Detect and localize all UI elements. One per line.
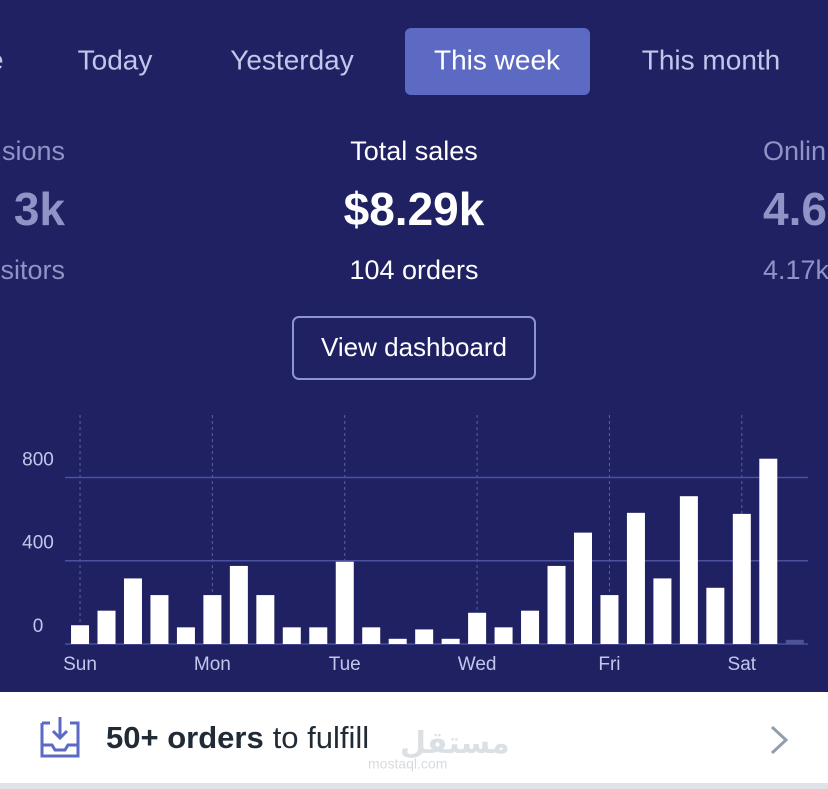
bar <box>732 513 751 644</box>
x-tick-label: Sat <box>728 654 757 675</box>
bar <box>97 610 116 644</box>
x-tick-label: Fri <box>598 654 620 675</box>
watermark-arabic: مستقل <box>400 727 510 760</box>
stat-sub: 4.17k <box>763 255 828 285</box>
bar <box>547 565 566 644</box>
tab-label[interactable]: Today <box>78 44 153 75</box>
tab-label[interactable]: Yesterday <box>230 44 354 75</box>
footer-strong: 50+ orders <box>106 720 264 755</box>
bar <box>203 595 222 644</box>
stat-label: Onlin <box>763 136 826 166</box>
bar <box>441 638 460 644</box>
stat-label: Total sales <box>350 136 478 166</box>
stat-value: $8.29k <box>344 183 485 235</box>
bar <box>256 595 275 644</box>
tab-label[interactable]: This month <box>642 44 781 75</box>
footer-edge <box>0 783 828 789</box>
dashboard-button[interactable] <box>292 316 536 380</box>
bar <box>653 578 672 644</box>
bar <box>468 612 487 644</box>
button-label[interactable]: View dashboard <box>321 332 507 362</box>
bar <box>521 610 540 644</box>
stat-label: sions <box>2 136 65 166</box>
bar <box>626 512 645 644</box>
stat-value: 3k <box>14 183 66 235</box>
footer-text[interactable]: 50+ orders to fulfill <box>106 720 369 755</box>
watermark-latin: mostaql.com <box>368 756 447 772</box>
bar <box>176 627 195 644</box>
fulfill-icon <box>40 717 80 758</box>
active-tab-background <box>405 28 590 95</box>
bar <box>282 627 301 644</box>
bar <box>785 639 804 644</box>
stat-value: 4.6 <box>763 183 827 235</box>
stat-sub: 104 orders <box>349 255 478 285</box>
bar <box>335 561 354 644</box>
bar <box>600 595 619 644</box>
tab-label[interactable]: This week <box>434 44 561 75</box>
bar <box>706 587 725 644</box>
stat-sub: sitors <box>0 255 65 285</box>
chevron[interactable] <box>770 725 789 755</box>
x-tick-label: Wed <box>458 654 497 675</box>
bar <box>123 578 142 644</box>
bar <box>229 565 248 644</box>
bar <box>415 629 434 644</box>
bar <box>309 627 328 644</box>
x-tick-label: Sun <box>63 654 97 675</box>
x-tick-label: Mon <box>194 654 231 675</box>
y-tick-label: 0 <box>33 616 44 637</box>
bar <box>362 627 381 644</box>
bar <box>573 532 592 644</box>
bar <box>679 496 698 644</box>
footer-rest: to fulfill <box>273 720 369 755</box>
bar <box>759 458 778 644</box>
y-tick-label: 400 <box>22 533 54 554</box>
bar <box>71 625 90 644</box>
bar <box>494 627 513 644</box>
footer-background[interactable] <box>0 692 828 789</box>
tab-label[interactable]: e <box>0 44 4 75</box>
bar <box>388 638 407 644</box>
y-tick-label: 800 <box>22 449 54 470</box>
bar <box>150 595 169 644</box>
x-tick-label: Tue <box>329 654 361 675</box>
